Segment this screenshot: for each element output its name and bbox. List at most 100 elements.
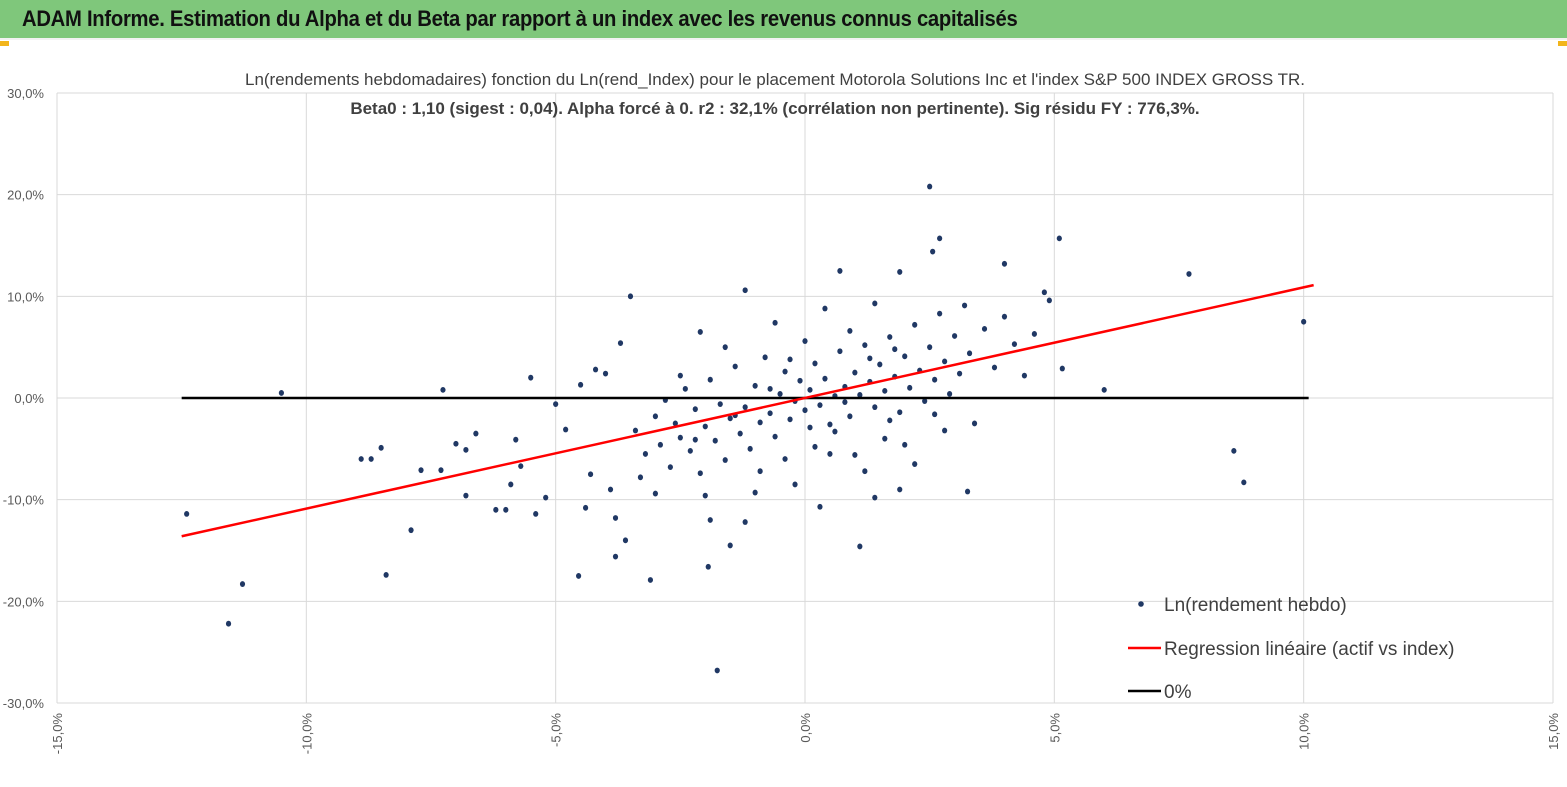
- data-point: [807, 386, 813, 393]
- data-point: [837, 348, 843, 355]
- data-point: [592, 366, 599, 373]
- data-point: [642, 451, 649, 457]
- data-point: [802, 407, 808, 414]
- legend: Ln(rendement hebdo) Regression linéaire …: [1128, 595, 1454, 703]
- data-point: [817, 503, 823, 510]
- data-point: [184, 511, 190, 517]
- data-point: [553, 401, 559, 407]
- data-point: [692, 436, 698, 443]
- data-point: [787, 416, 793, 423]
- data-point: [632, 427, 639, 434]
- data-point: [239, 581, 246, 587]
- data-point: [787, 356, 793, 363]
- data-point: [877, 361, 883, 368]
- data-point: [964, 488, 971, 495]
- data-point: [832, 428, 838, 435]
- data-point: [473, 430, 479, 437]
- data-point: [463, 492, 469, 499]
- data-point: [887, 334, 893, 340]
- data-point: [912, 461, 918, 467]
- data-point: [667, 464, 673, 471]
- data-point: [817, 402, 823, 409]
- data-point: [857, 392, 863, 398]
- data-point: [647, 577, 654, 583]
- data-point: [742, 519, 748, 525]
- data-point: [1059, 365, 1065, 372]
- data-point: [907, 384, 913, 391]
- data-point: [582, 504, 589, 511]
- data-point: [612, 553, 619, 560]
- data-point: [518, 463, 524, 470]
- data-point: [852, 369, 858, 376]
- data-point: [762, 354, 768, 361]
- data-point: [942, 427, 948, 434]
- data-point: [971, 420, 978, 427]
- data-point: [617, 340, 624, 346]
- y-tick-label: 10,0%: [7, 289, 44, 304]
- y-tick-label: 20,0%: [7, 188, 44, 203]
- x-tick-label: 0,0%: [798, 713, 813, 743]
- data-point: [1231, 447, 1237, 454]
- data-point: [513, 436, 519, 443]
- data-point: [1031, 331, 1037, 337]
- data-point: [772, 433, 778, 440]
- data-point: [932, 376, 938, 383]
- data-point: [961, 302, 968, 309]
- data-point: [956, 370, 963, 377]
- data-point: [622, 537, 629, 544]
- legend-point-marker: [1138, 601, 1144, 607]
- data-point: [747, 445, 753, 452]
- data-point: [732, 363, 738, 370]
- data-point: [652, 490, 659, 497]
- data-point: [576, 573, 582, 579]
- data-point: [1056, 235, 1062, 242]
- data-point: [1186, 271, 1192, 277]
- data-point: [767, 410, 773, 417]
- y-tick-label: -20,0%: [3, 594, 45, 609]
- data-point: [812, 443, 818, 450]
- data-point: [837, 268, 843, 274]
- data-point: [827, 421, 833, 428]
- data-point: [981, 325, 988, 332]
- data-point: [782, 456, 788, 462]
- data-point: [612, 515, 619, 521]
- data-point: [862, 468, 868, 475]
- data-point: [952, 333, 958, 339]
- data-point: [867, 355, 873, 362]
- data-point: [822, 375, 828, 382]
- data-point: [792, 481, 798, 488]
- data-point: [777, 391, 783, 397]
- data-point: [533, 511, 539, 517]
- data-point: [857, 543, 863, 550]
- data-point: [772, 319, 778, 326]
- x-tick-label: 5,0%: [1047, 713, 1062, 743]
- data-point: [797, 377, 803, 384]
- data-point: [677, 372, 683, 379]
- data-point: [657, 441, 663, 448]
- y-tick-label: 0,0%: [14, 391, 44, 406]
- data-point: [752, 489, 758, 496]
- data-point: [702, 423, 708, 430]
- data-point: [697, 329, 703, 335]
- data-point: [712, 437, 718, 444]
- data-point: [807, 424, 813, 431]
- data-point: [892, 346, 898, 353]
- data-point: [225, 620, 232, 627]
- data-point: [508, 481, 514, 488]
- data-point: [947, 391, 953, 397]
- data-point: [383, 572, 389, 578]
- data-point: [882, 435, 888, 442]
- data-point: [742, 404, 748, 411]
- corner-marker: [0, 41, 9, 46]
- data-point: [882, 387, 888, 394]
- data-point: [438, 467, 444, 474]
- data-point: [453, 440, 459, 447]
- x-tick-label: -10,0%: [299, 713, 314, 755]
- data-point: [358, 456, 364, 462]
- data-point: [767, 385, 773, 392]
- data-point: [852, 452, 858, 458]
- data-point: [727, 542, 733, 549]
- data-point: [1101, 386, 1107, 393]
- data-point: [717, 401, 723, 407]
- data-point: [812, 360, 818, 367]
